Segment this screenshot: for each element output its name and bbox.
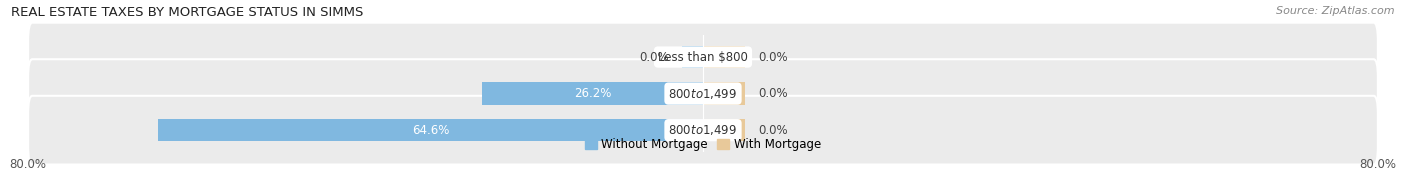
Text: REAL ESTATE TAXES BY MORTGAGE STATUS IN SIMMS: REAL ESTATE TAXES BY MORTGAGE STATUS IN … <box>11 6 364 19</box>
Bar <box>703 119 745 142</box>
Bar <box>703 46 745 68</box>
Bar <box>682 46 703 68</box>
Text: $800 to $1,499: $800 to $1,499 <box>668 87 738 101</box>
Text: 0.0%: 0.0% <box>758 87 787 100</box>
Text: Less than $800: Less than $800 <box>658 51 748 64</box>
Text: 0.0%: 0.0% <box>640 51 669 64</box>
FancyBboxPatch shape <box>28 59 1378 128</box>
Bar <box>157 119 703 142</box>
Bar <box>482 82 703 105</box>
Legend: Without Mortgage, With Mortgage: Without Mortgage, With Mortgage <box>581 133 825 156</box>
Bar <box>703 82 745 105</box>
Text: 0.0%: 0.0% <box>758 51 787 64</box>
Text: 26.2%: 26.2% <box>574 87 612 100</box>
Text: 0.0%: 0.0% <box>758 124 787 137</box>
Text: $800 to $1,499: $800 to $1,499 <box>668 123 738 137</box>
FancyBboxPatch shape <box>28 23 1378 91</box>
Text: 64.6%: 64.6% <box>412 124 449 137</box>
FancyBboxPatch shape <box>28 96 1378 165</box>
Text: Source: ZipAtlas.com: Source: ZipAtlas.com <box>1277 6 1395 16</box>
